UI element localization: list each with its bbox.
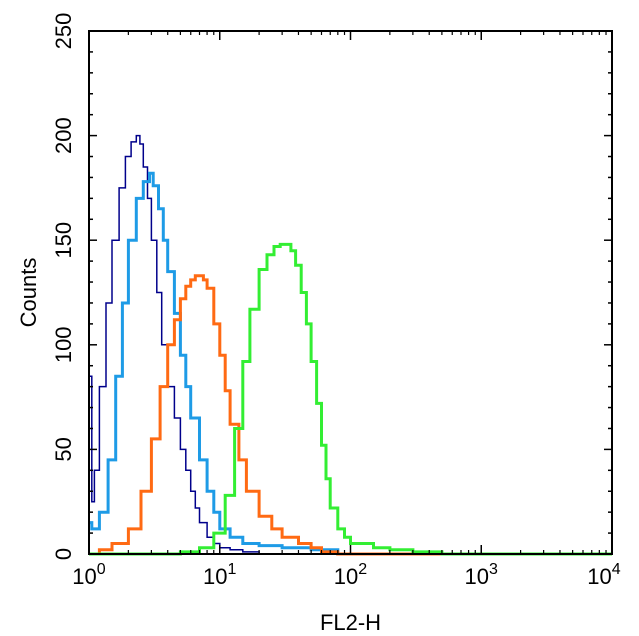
y-tick-label: 100 xyxy=(51,326,76,363)
y-axis-title: Counts xyxy=(16,258,41,328)
x-tick-base: 10 xyxy=(587,564,611,589)
x-tick-label: 102 xyxy=(334,561,367,589)
x-tick-label: 101 xyxy=(203,561,236,589)
x-tick-label: 100 xyxy=(72,561,105,589)
y-tick-label: 50 xyxy=(51,437,76,461)
x-tick-base: 10 xyxy=(334,564,358,589)
y-tick-label: 150 xyxy=(51,222,76,259)
y-tick-label: 200 xyxy=(51,117,76,154)
series-line-4 xyxy=(89,242,612,556)
x-axis-title: FL2-H xyxy=(320,610,381,635)
x-tick-label: 104 xyxy=(587,561,620,589)
y-tick-label: 250 xyxy=(51,13,76,50)
y-tick-label: 0 xyxy=(51,548,76,560)
x-tick-exponent: 1 xyxy=(228,561,237,578)
x-tick-exponent: 0 xyxy=(97,561,106,578)
plot-frame xyxy=(88,30,613,555)
x-tick-exponent: 2 xyxy=(358,561,367,578)
series-line-2 xyxy=(89,171,612,556)
x-tick-base: 10 xyxy=(465,564,489,589)
x-tick-base: 10 xyxy=(203,564,227,589)
x-tick-exponent: 4 xyxy=(612,561,621,578)
x-tick-label: 103 xyxy=(465,561,498,589)
series-line-3 xyxy=(89,274,612,556)
x-tick-exponent: 3 xyxy=(489,561,498,578)
series-layer xyxy=(89,134,612,556)
x-tick-base: 10 xyxy=(72,564,96,589)
